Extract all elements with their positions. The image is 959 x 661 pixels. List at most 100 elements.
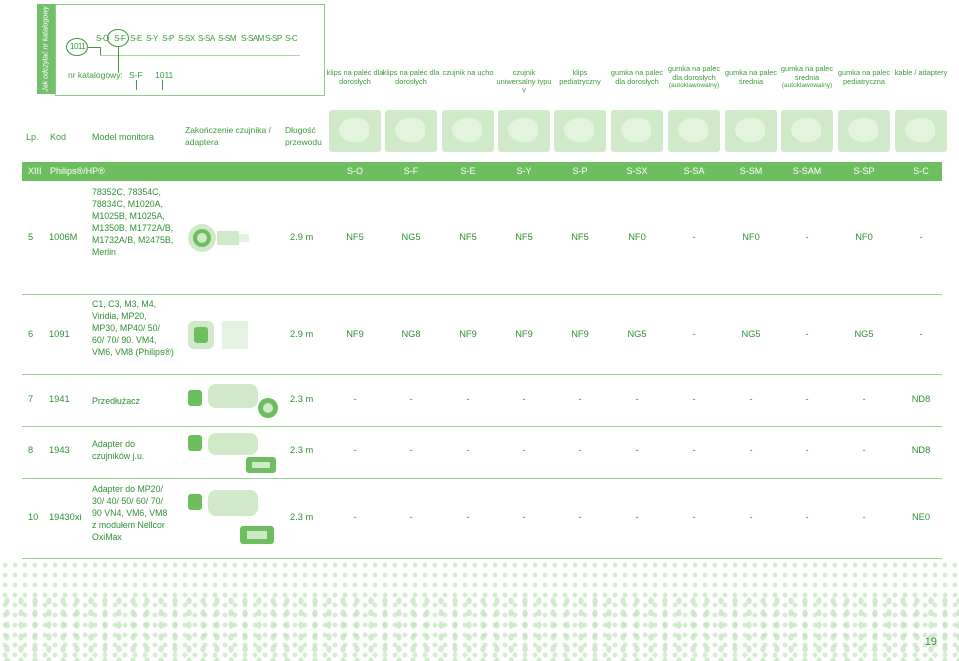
side-tab-label: Jak odczytać nr katalogowy bbox=[42, 6, 50, 92]
row-value: NG5 bbox=[741, 329, 761, 339]
row-value: NF9 bbox=[459, 329, 477, 339]
legend-code: S-C bbox=[285, 34, 298, 43]
row-value: - bbox=[409, 394, 413, 404]
legend-example-number2: 1011 bbox=[155, 70, 174, 80]
sensor-photo bbox=[329, 110, 381, 152]
column-header-label: klips na palec dla dorosłych bbox=[326, 68, 384, 86]
row-value: - bbox=[353, 512, 357, 522]
sensor-photo bbox=[895, 110, 947, 152]
column-header: gumka na palec dla dorosłych bbox=[608, 68, 666, 86]
row-value: - bbox=[692, 394, 696, 404]
row-length: 2.3 m bbox=[290, 445, 314, 455]
column-header-note: (autoklawowalny) bbox=[781, 82, 833, 89]
sensor-photo bbox=[385, 110, 437, 152]
row-value: - bbox=[805, 232, 809, 242]
row-divider bbox=[22, 478, 942, 479]
row-value: - bbox=[578, 445, 582, 455]
legend-code: S-Y bbox=[146, 34, 158, 43]
row-lp: 6 bbox=[28, 329, 34, 339]
row-value: NG5 bbox=[627, 329, 647, 339]
row-value: - bbox=[749, 512, 753, 522]
column-header-label: czujnik uniwersalny typu Y bbox=[496, 68, 552, 95]
row-value: - bbox=[522, 512, 526, 522]
row-lp: 8 bbox=[28, 445, 34, 455]
row-divider bbox=[22, 294, 942, 295]
legend-connector bbox=[88, 47, 100, 48]
group-code: S-Y bbox=[516, 166, 532, 176]
row-divider bbox=[22, 374, 942, 375]
legend-code: S-E bbox=[130, 34, 142, 43]
column-header-label: gumka na palec średnia bbox=[724, 68, 778, 86]
connector-image bbox=[184, 431, 284, 480]
dot-pattern-lower bbox=[0, 595, 959, 661]
group-code: S-SP bbox=[853, 166, 875, 176]
row-value: - bbox=[635, 394, 639, 404]
column-header: klips na palec dla dorosłych bbox=[326, 68, 384, 86]
row-value: NG8 bbox=[401, 329, 421, 339]
group-code: S-E bbox=[460, 166, 476, 176]
legend-connector bbox=[118, 47, 119, 73]
row-value: - bbox=[466, 394, 470, 404]
row-lp: 10 bbox=[28, 512, 39, 522]
column-header: klips pediatryczny bbox=[551, 68, 609, 86]
group-number: XIII bbox=[28, 166, 42, 176]
side-tab: Jak odczytać nr katalogowy bbox=[37, 4, 55, 94]
row-value: - bbox=[805, 394, 809, 404]
group-name: Philips®/HP® bbox=[50, 166, 105, 176]
row-value: - bbox=[466, 445, 470, 455]
legend-example-number: 1011 bbox=[70, 42, 86, 51]
row-value: NF0 bbox=[742, 232, 760, 242]
row-value: - bbox=[692, 445, 696, 455]
sensor-photo bbox=[498, 110, 550, 152]
row-value: NF0 bbox=[628, 232, 646, 242]
column-header: gumka na palec pediatryczna bbox=[835, 68, 893, 86]
column-header-label: klips pediatryczny bbox=[559, 68, 601, 86]
connector-image bbox=[184, 380, 284, 425]
sensor-photo bbox=[442, 110, 494, 152]
row-value: ND8 bbox=[911, 445, 931, 455]
header-dlugosc: Długość przewodu bbox=[285, 125, 322, 147]
legend-code: S-SM bbox=[218, 34, 237, 43]
row-value: NF0 bbox=[855, 232, 873, 242]
sensor-photo bbox=[611, 110, 663, 152]
row-value: - bbox=[353, 445, 357, 455]
sensor-photo bbox=[554, 110, 606, 152]
group-code: S-SAM bbox=[792, 166, 822, 176]
legend-example-code: S-F bbox=[129, 70, 143, 80]
row-model: 78352C, 78354C, 78834C, M1020A, M1025B, … bbox=[92, 187, 174, 257]
row-value: - bbox=[692, 232, 696, 242]
row-divider bbox=[22, 558, 942, 559]
row-value: - bbox=[862, 445, 866, 455]
row-value: - bbox=[409, 445, 413, 455]
legend-code: S-SA bbox=[198, 34, 215, 43]
header-kod: Kod bbox=[50, 132, 67, 142]
legend-code: S-O bbox=[96, 34, 109, 43]
row-value: - bbox=[692, 512, 696, 522]
sensor-photo bbox=[838, 110, 890, 152]
header-zakonczenie: Zakończenie czujnika / adaptera bbox=[185, 125, 271, 147]
row-value: NF5 bbox=[515, 232, 533, 242]
row-model: Adapter do MP20/ 30/ 40/ 50/ 60/ 70/ 90 … bbox=[92, 484, 168, 542]
column-header-label: gumka na palec dla dorosłych bbox=[667, 64, 721, 82]
row-value: - bbox=[353, 394, 357, 404]
column-header-note: (autoklawowalny) bbox=[668, 82, 720, 89]
row-value: NF9 bbox=[346, 329, 364, 339]
legend-code: S-SX bbox=[178, 34, 195, 43]
row-model: Adapter do czujników j.u. bbox=[92, 439, 145, 461]
row-value: - bbox=[919, 232, 923, 242]
row-value: - bbox=[749, 445, 753, 455]
row-value: - bbox=[749, 394, 753, 404]
legend-dashed-line bbox=[100, 55, 300, 56]
column-header: gumka na palec dla dorosłych (autoklawowa… bbox=[665, 64, 723, 90]
group-code: S-SX bbox=[626, 166, 648, 176]
row-value: NE0 bbox=[911, 512, 931, 522]
legend-code: S-SAM bbox=[241, 34, 264, 43]
row-value: NF9 bbox=[571, 329, 589, 339]
column-header: klips na palec dla dorosłych bbox=[382, 68, 440, 86]
column-header-label: czujnik na ucho bbox=[442, 68, 494, 77]
sensor-photo bbox=[781, 110, 833, 152]
row-value: - bbox=[522, 394, 526, 404]
connector-image bbox=[184, 486, 284, 555]
row-code: 19430xi bbox=[49, 512, 82, 522]
